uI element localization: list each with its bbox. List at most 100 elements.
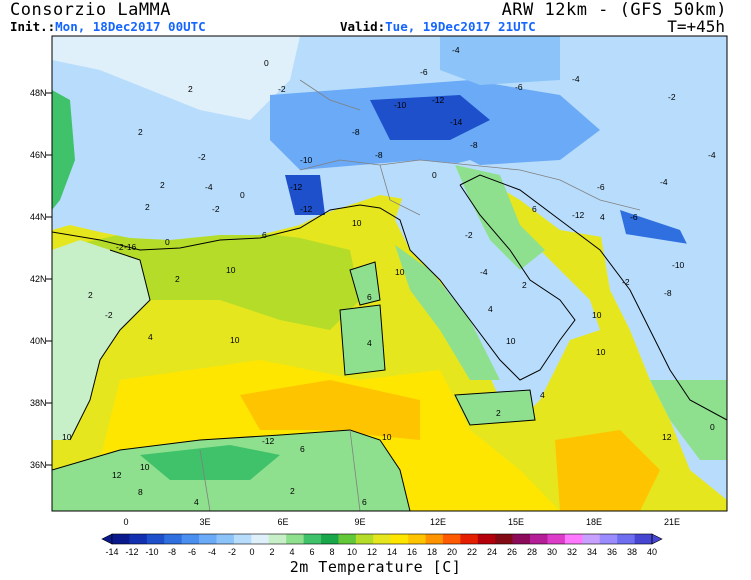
isotherm-label: 10 — [140, 462, 150, 472]
colorbar-swatch — [129, 534, 148, 544]
isotherm-label: -10 — [300, 155, 313, 165]
isotherm-label: -10 — [394, 100, 407, 110]
colorbar-tick-label: 34 — [587, 547, 597, 557]
isotherm-label: 4 — [367, 338, 372, 348]
lon-label: 15E — [508, 517, 524, 527]
alps-core-zone — [370, 95, 490, 140]
isotherm-label: 6 — [300, 444, 305, 454]
isotherm-label: -8 — [470, 140, 478, 150]
tyrrhenian-coast-zone — [395, 245, 500, 380]
colorbar-swatch — [251, 534, 270, 544]
sardinia-land — [340, 305, 385, 375]
isotherm-label: -6 — [515, 82, 523, 92]
lat-label: 36N — [30, 460, 47, 470]
isotherm-label: 10 — [395, 267, 405, 277]
valid-time: Valid:Tue, 19Dec2017 21UTC — [340, 19, 536, 34]
isotherm-label: 4 — [540, 390, 545, 400]
corsica-land — [350, 262, 380, 305]
greece-mild-zone — [650, 380, 727, 460]
colorbar-tick-label: 40 — [647, 547, 657, 557]
isotherm-label: 4 — [194, 497, 199, 507]
colorbar-tick-label: -8 — [168, 547, 176, 557]
atlantic-coast — [52, 90, 75, 210]
isotherm-label: 0 — [264, 58, 269, 68]
isotherm-label: -14 — [450, 117, 463, 127]
isotherm-label: -4 — [205, 182, 213, 192]
colorbar-min-arrow — [101, 533, 113, 545]
colorbar-swatch — [199, 534, 217, 544]
isotherm-label: 10 — [352, 218, 362, 228]
colorbar-tick-label: 6 — [309, 547, 314, 557]
colorbar-swatch — [164, 534, 182, 544]
isotherm-label: 10 — [226, 265, 236, 275]
isotherm-label: 12 — [662, 432, 672, 442]
isotherm-label: 6 — [532, 204, 537, 214]
colorbar-tick-label: 28 — [527, 547, 537, 557]
isotherm-label: -2 — [116, 242, 124, 252]
colorbar-tick-label: 30 — [547, 547, 557, 557]
colorbar-swatch — [512, 534, 531, 544]
colorbar-tick-label: 20 — [447, 547, 457, 557]
isotherm-label: -4 — [660, 177, 668, 187]
lon-label: 9E — [354, 517, 365, 527]
country-borders — [199, 79, 641, 511]
forecast-step: T=+45h — [667, 17, 725, 36]
colorbar-tick-label: 22 — [467, 547, 477, 557]
isotherm-label: 10 — [506, 336, 516, 346]
colorbar-swatch — [425, 534, 444, 544]
isotherm-label: 6 — [362, 497, 367, 507]
isotherm-label: 10 — [62, 432, 72, 442]
colorbar-tick-label: 2 — [269, 547, 274, 557]
france-mild-zone — [52, 36, 300, 120]
colorbar-swatch — [146, 534, 165, 544]
colorbar-swatch — [564, 534, 583, 544]
isotherm-label: 2 — [88, 290, 93, 300]
colorbar-swatch — [338, 534, 357, 544]
valid-value: Tue, 19Dec2017 21UTC — [385, 19, 536, 34]
colorbar-swatch — [216, 534, 235, 544]
isotherm-label: 0 — [240, 190, 245, 200]
colorbar-max-arrow — [651, 533, 663, 545]
lon-label: 12E — [430, 517, 446, 527]
isotherm-label: -2 — [198, 152, 206, 162]
colorbar-swatch — [268, 534, 287, 544]
lon-label: 21E — [664, 517, 680, 527]
colorbar-swatch — [303, 534, 322, 544]
colorbar-swatch — [112, 534, 130, 544]
sicily-land — [455, 390, 535, 425]
colorbar-tick-label: 32 — [567, 547, 577, 557]
isotherm-label: -4 — [480, 267, 488, 277]
isotherm-label: 0 — [432, 170, 437, 180]
colorbar-swatch — [582, 534, 601, 544]
isotherm-label: 10 — [230, 335, 240, 345]
colorbar-swatch — [355, 534, 374, 544]
isotherm-label: 2 — [522, 280, 527, 290]
colorbar-swatch — [460, 534, 479, 544]
isotherm-label: -8 — [664, 288, 672, 298]
isotherm-label: -12 — [572, 210, 585, 220]
colorbar-tick-label: 26 — [507, 547, 517, 557]
colorbar-tick-label: -14 — [105, 547, 118, 557]
colorbar-tick-label: 18 — [427, 547, 437, 557]
init-time: Init.:Mon, 18Dec2017 00UTC — [10, 19, 206, 34]
init-value: Mon, 18Dec2017 00UTC — [55, 19, 206, 34]
isotherm-label: -6 — [597, 182, 605, 192]
app-title: Consorzio LaMMA — [10, 0, 172, 20]
isotherm-label: -4 — [572, 74, 580, 84]
colorbar-tick-label: 8 — [329, 547, 334, 557]
isotherm-label: 2 — [138, 127, 143, 137]
isotherm-label: -12 — [290, 182, 303, 192]
colorbar-swatch — [495, 534, 513, 544]
colorbar-tick-label: -12 — [125, 547, 138, 557]
isotherm-label: 10 — [382, 432, 392, 442]
isotherm-label: 2 — [175, 274, 180, 284]
isotherm-label: -2 — [465, 230, 473, 240]
colorbar — [101, 533, 663, 545]
isotherm-label: -12 — [300, 204, 313, 214]
colorbar-tick-label: 16 — [407, 547, 417, 557]
init-key: Init.: — [10, 19, 56, 34]
isotherm-label: -2 — [622, 277, 630, 287]
isotherm-label: -12 — [262, 436, 275, 446]
coastlines — [52, 174, 727, 511]
colorbar-tick-label: -10 — [145, 547, 158, 557]
